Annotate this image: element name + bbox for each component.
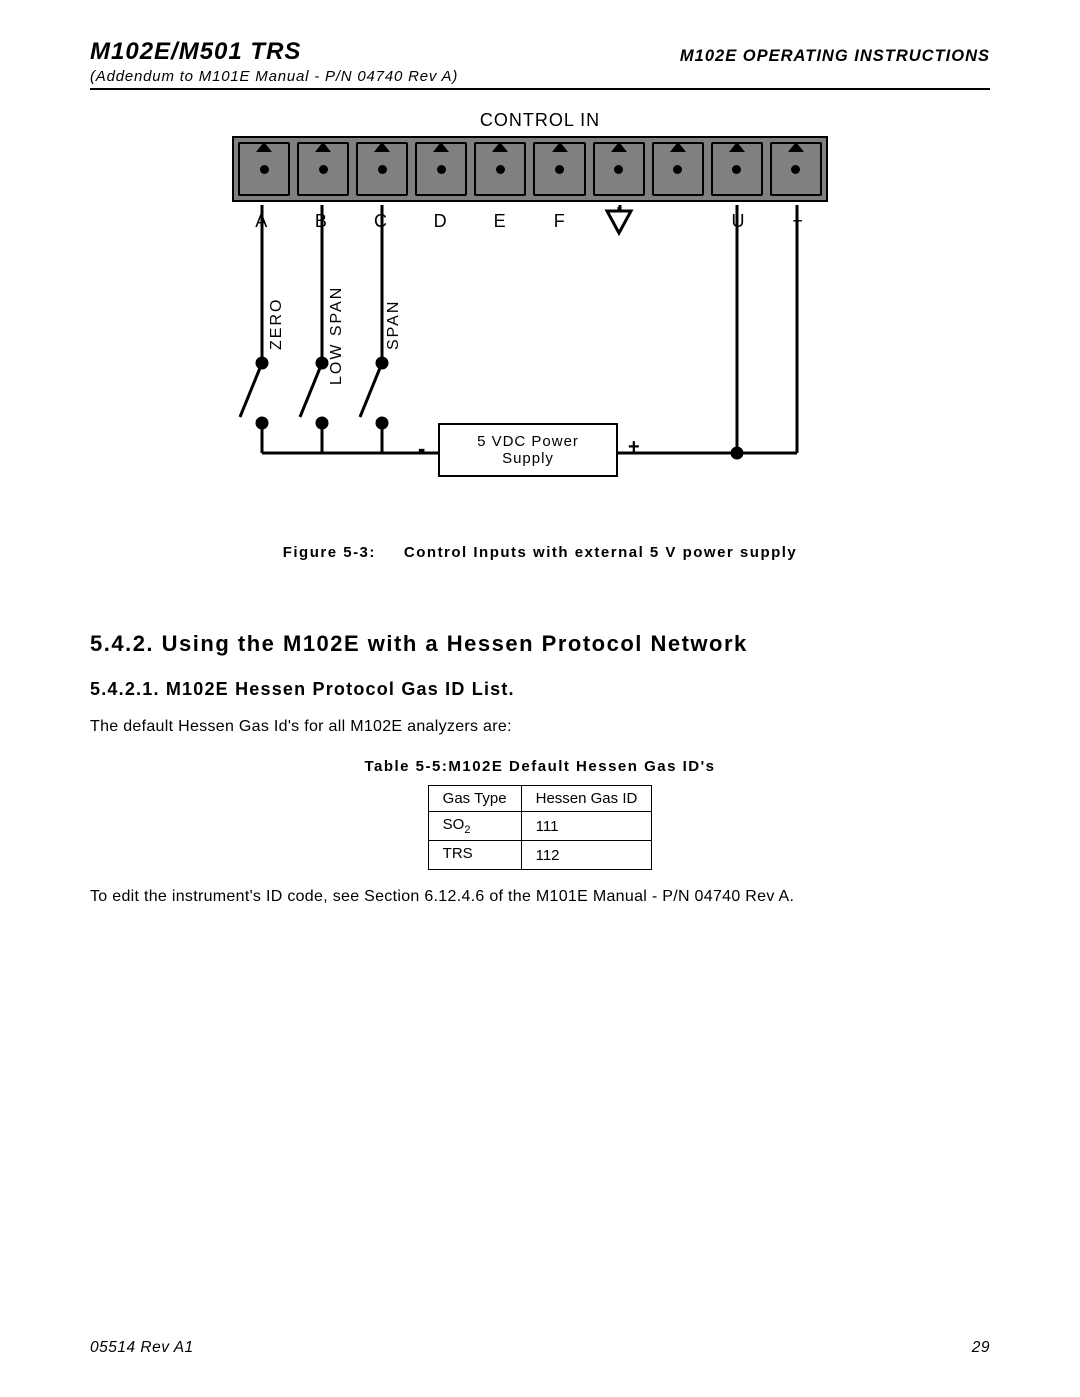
wiring-diagram — [232, 205, 828, 530]
header-subtitle: (Addendum to M101E Manual - P/N 04740 Re… — [90, 68, 990, 90]
psu-minus: - — [418, 436, 425, 462]
section-heading-5-4-2-1: 5.4.2.1. M102E Hessen Protocol Gas ID Li… — [90, 679, 990, 700]
figure-caption: Figure 5-3: Control Inputs with external … — [90, 544, 990, 561]
paragraph: To edit the instrument's ID code, see Se… — [90, 888, 990, 906]
terminal — [533, 142, 585, 196]
table-cell: 112 — [521, 841, 652, 870]
low-span-label: LOW SPAN — [328, 286, 346, 385]
span-label: SPAN — [385, 300, 403, 350]
terminal — [593, 142, 645, 196]
footer-left: 05514 Rev A1 — [90, 1339, 194, 1357]
table-header: Hessen Gas ID — [521, 786, 652, 812]
hessen-gas-id-table: Gas Type Hessen Gas ID SO2 111 TRS 112 — [428, 785, 653, 870]
table-caption-text: M102E Default Hessen Gas ID's — [448, 758, 715, 775]
terminal — [474, 142, 526, 196]
page: M102E/M501 TRS M102E OPERATING INSTRUCTI… — [0, 0, 1080, 1397]
power-supply-box: 5 VDC Power Supply — [438, 423, 618, 477]
terminal — [415, 142, 467, 196]
control-in-label: CONTROL IN — [480, 110, 600, 131]
table-header: Gas Type — [428, 786, 521, 812]
terminal-block — [232, 136, 828, 202]
figure-caption-text: Control Inputs with external 5 V power s… — [404, 544, 797, 561]
figure-control-inputs: CONTROL IN A B C D E F U + — [200, 110, 880, 530]
page-footer: 05514 Rev A1 29 — [90, 1339, 990, 1357]
page-header: M102E/M501 TRS M102E OPERATING INSTRUCTI… — [90, 38, 990, 66]
psu-line1: 5 VDC Power — [477, 433, 579, 450]
terminal — [652, 142, 704, 196]
gas-name: TRS — [443, 845, 473, 862]
terminal — [711, 142, 763, 196]
table-caption: Table 5-5:M102E Default Hessen Gas ID's — [90, 758, 990, 775]
gas-name: SO — [443, 816, 465, 833]
table-caption-prefix: Table 5-5: — [364, 758, 448, 775]
psu-line2: Supply — [502, 450, 554, 467]
gas-sub: 2 — [464, 824, 470, 836]
footer-page-number: 29 — [972, 1339, 990, 1357]
table-header-row: Gas Type Hessen Gas ID — [428, 786, 652, 812]
table-cell: SO2 — [428, 812, 521, 841]
terminal — [770, 142, 822, 196]
paragraph: The default Hessen Gas Id's for all M102… — [90, 718, 990, 736]
terminal — [297, 142, 349, 196]
header-right: M102E OPERATING INSTRUCTIONS — [680, 47, 990, 66]
zero-label: ZERO — [268, 298, 286, 350]
figure-caption-prefix: Figure 5-3: — [283, 544, 376, 561]
table-cell: TRS — [428, 841, 521, 870]
section-heading-5-4-2: 5.4.2. Using the M102E with a Hessen Pro… — [90, 631, 990, 657]
table-cell: 111 — [521, 812, 652, 841]
terminal — [356, 142, 408, 196]
table-row: SO2 111 — [428, 812, 652, 841]
terminal — [238, 142, 290, 196]
psu-plus: + — [628, 436, 640, 459]
table-row: TRS 112 — [428, 841, 652, 870]
header-left: M102E/M501 TRS — [90, 38, 301, 66]
